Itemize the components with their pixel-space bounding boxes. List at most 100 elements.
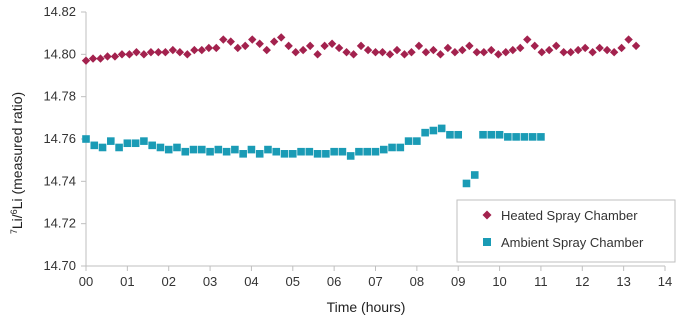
heated-data-point: [81, 56, 91, 65]
ambient-data-point: [239, 150, 247, 158]
heated-data-point: [407, 48, 416, 57]
ambient-data-point: [107, 137, 115, 145]
heated-data-point: [88, 54, 98, 63]
series-heated: [81, 33, 641, 65]
heated-data-point: [602, 45, 612, 55]
heated-data-point: [588, 48, 597, 57]
legend-heated-label: Heated Spray Chamber: [501, 208, 638, 223]
heated-data-point: [226, 37, 235, 46]
x-tick-label: 06: [327, 274, 341, 289]
ambient-data-point: [322, 150, 330, 158]
ambient-data-point: [429, 126, 438, 135]
ambient-data-point: [421, 128, 429, 137]
heated-data-point: [298, 45, 308, 55]
heated-data-point: [450, 48, 460, 57]
y-axis-title: 7Li/6Li (measured ratio): [9, 92, 25, 234]
heated-data-point: [277, 33, 286, 42]
ambient-data-point: [264, 145, 272, 154]
heated-data-point: [197, 45, 206, 55]
ambient-data-point: [520, 133, 529, 141]
heated-data-point: [117, 50, 127, 59]
heated-data-point: [248, 35, 257, 44]
ambient-data-point: [189, 145, 198, 154]
ambient-data-point: [181, 147, 190, 156]
y-tick-label: 14.72: [43, 216, 76, 231]
x-tick-label: 04: [244, 274, 258, 289]
y-tick-label: 14.74: [43, 173, 76, 188]
ambient-data-point: [206, 147, 214, 156]
y-tick-label: 14.78: [43, 89, 76, 104]
ambient-data-point: [148, 141, 156, 150]
ambient-data-point: [528, 133, 537, 141]
heated-data-point: [631, 41, 641, 51]
heated-data-point: [110, 52, 120, 61]
heated-data-point: [291, 48, 300, 57]
ambient-data-point: [288, 150, 297, 158]
ambient-data-point: [131, 139, 140, 148]
ambient-data-point: [379, 145, 388, 154]
heated-data-point: [175, 48, 185, 57]
x-tick-label: 11: [534, 274, 548, 289]
heated-data-point: [595, 43, 604, 53]
heated-data-point: [305, 41, 315, 51]
legend: Heated Spray Chamber Ambient Spray Chamb…: [456, 199, 676, 263]
heated-data-point: [161, 48, 170, 57]
ambient-data-point: [305, 147, 314, 156]
series-ambient: [82, 124, 545, 188]
ambient-data-point: [504, 133, 512, 141]
heated-data-point: [516, 43, 525, 53]
ambient-data-point: [495, 130, 504, 139]
ambient-data-point: [396, 143, 405, 152]
ambient-data-point: [413, 137, 421, 145]
ambient-data-point: [487, 130, 496, 139]
heated-data-point: [349, 50, 358, 59]
x-tick-label: 08: [410, 274, 424, 289]
heated-data-point: [241, 41, 250, 51]
ambient-data-point: [115, 143, 123, 152]
ambient-data-point: [346, 152, 355, 160]
legend-ambient-label: Ambient Spray Chamber: [501, 235, 644, 250]
heated-data-point: [284, 41, 293, 51]
ambient-data-point: [437, 124, 446, 133]
y-tick-label: 14.70: [43, 258, 76, 273]
x-tick-label: 07: [368, 274, 382, 289]
heated-data-point: [313, 50, 322, 59]
legend-item-heated: Heated Spray Chamber: [482, 208, 638, 223]
heated-data-point: [103, 52, 112, 61]
heated-data-point: [530, 41, 539, 51]
x-tick-label: 00: [79, 274, 93, 289]
x-tick-label: 02: [161, 274, 175, 289]
x-tick-label: 01: [120, 274, 134, 289]
y-axis-title-sup-7: 7: [9, 229, 19, 234]
ambient-data-point: [297, 147, 305, 156]
heated-data-point: [204, 43, 214, 53]
heated-data-point: [487, 45, 496, 55]
ambient-data-point: [537, 133, 545, 141]
heated-data-point: [545, 45, 554, 55]
heated-data-point: [501, 48, 510, 57]
ambient-data-point: [173, 143, 181, 152]
legend-item-ambient: Ambient Spray Chamber: [483, 235, 644, 250]
ambient-data-point: [446, 130, 454, 139]
x-tick-label: 10: [492, 274, 506, 289]
heated-data-point: [552, 41, 561, 51]
heated-data-point: [168, 45, 178, 55]
x-tick-label: 14: [658, 274, 672, 289]
ambient-data-point: [371, 147, 380, 156]
heated-data-point: [580, 43, 590, 53]
ambient-data-point: [90, 141, 99, 150]
legend-ambient-marker: [483, 238, 491, 246]
ambient-data-point: [140, 137, 148, 145]
ambient-data-point: [470, 171, 479, 179]
heated-data-point: [356, 41, 366, 51]
heated-data-point: [233, 43, 242, 53]
heated-data-point: [392, 45, 402, 55]
heated-data-point: [125, 50, 134, 59]
heated-data-point: [429, 45, 438, 55]
heated-data-point: [269, 37, 279, 46]
heated-data-point: [465, 41, 474, 51]
heated-data-point: [342, 48, 351, 57]
heated-data-point: [371, 48, 380, 57]
ambient-data-point: [363, 147, 372, 156]
